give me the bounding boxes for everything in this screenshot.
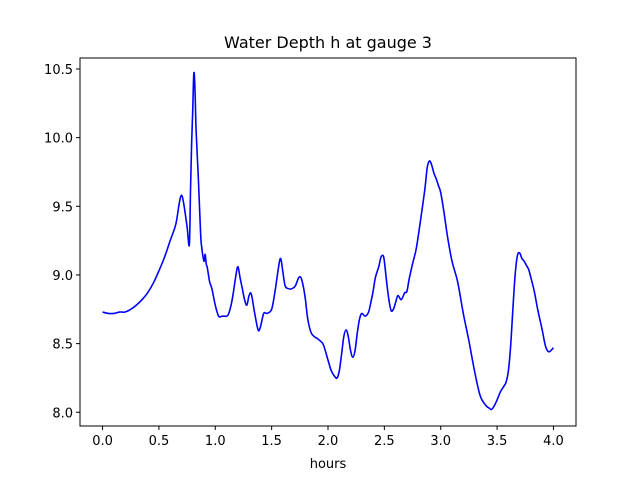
x-axis-title: hours — [310, 457, 347, 472]
series-group — [102, 71, 555, 411]
x-tick-label: 3.5 — [487, 434, 508, 449]
chart-title: Water Depth h at gauge 3 — [224, 33, 432, 52]
x-tick-label: 4.0 — [543, 434, 564, 449]
y-tick-label: 8.0 — [52, 406, 73, 421]
y-tick-label: 10.0 — [44, 132, 73, 147]
x-tick-label: 1.0 — [205, 434, 226, 449]
series-line-water-depth — [102, 71, 555, 411]
x-tick-label: 3.0 — [430, 434, 451, 449]
plot-area: 0.0 0.5 1.0 1.5 2.0 2.5 3.0 3.5 4.0 8.0 8.5 9.0 9.5… — [44, 57, 577, 449]
y-axis: 8.0 8.5 9.0 9.5 10.0 10.5 — [44, 63, 80, 421]
y-tick-label: 8.5 — [52, 338, 73, 353]
x-tick-label: 2.0 — [318, 434, 339, 449]
x-tick-label: 0.0 — [92, 434, 113, 449]
x-tick-label: 1.5 — [261, 434, 282, 449]
y-tick-label: 9.5 — [52, 200, 73, 215]
x-tick-label: 0.5 — [149, 434, 170, 449]
x-axis: 0.0 0.5 1.0 1.5 2.0 2.5 3.0 3.5 4.0 — [92, 426, 564, 449]
y-tick-label: 10.5 — [44, 63, 73, 78]
y-tick-label: 9.0 — [52, 269, 73, 284]
x-tick-label: 2.5 — [374, 434, 395, 449]
